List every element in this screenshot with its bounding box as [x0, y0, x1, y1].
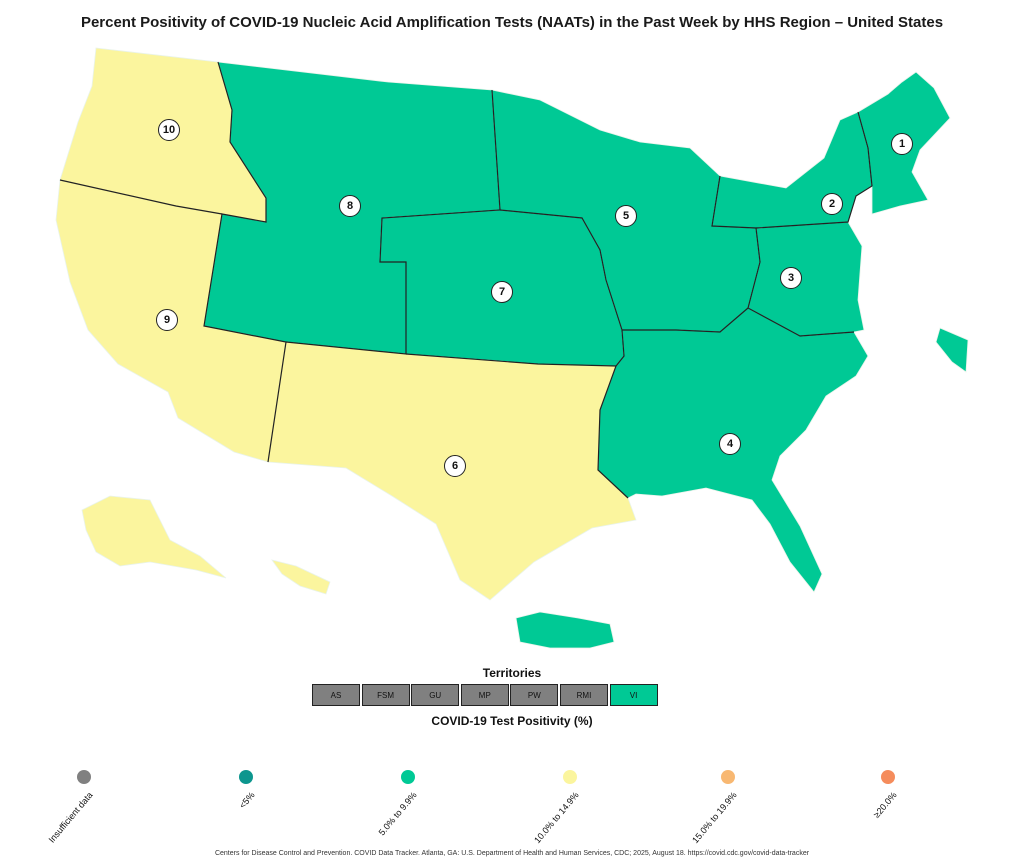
territory-mp[interactable]: MP: [460, 684, 509, 706]
region-6-label[interactable]: 6: [444, 455, 466, 477]
legend-title: COVID-19 Test Positivity (%): [431, 714, 593, 728]
legend-item: 5.0% to 9.9%: [377, 770, 419, 837]
map-title: Percent Positivity of COVID-19 Nucleic A…: [80, 14, 944, 31]
citation: Centers for Disease Control and Preventi…: [214, 850, 810, 857]
hawaii-shape: [271, 559, 331, 595]
region-border-6-4: [597, 365, 629, 499]
region-border-west: [203, 61, 287, 463]
region-3-label[interactable]: 3: [780, 267, 802, 289]
region-2-label[interactable]: 2: [821, 193, 843, 215]
territories-title: Territories: [482, 666, 542, 680]
legend-item: ≥20.0%: [871, 770, 899, 820]
territory-rmi[interactable]: RMI: [559, 684, 608, 706]
region-10-label[interactable]: 10: [158, 119, 180, 141]
region-7-label[interactable]: 7: [491, 281, 513, 303]
legend-item: 15.0% to 19.9%: [690, 770, 739, 845]
legend-swatch: [881, 770, 895, 784]
puerto-rico-shape: [515, 611, 615, 649]
region-9-label[interactable]: 9: [156, 309, 178, 331]
region-4-label[interactable]: 4: [719, 433, 741, 455]
region-1-label[interactable]: 1: [891, 133, 913, 155]
legend-swatch: [563, 770, 577, 784]
legend-item: <5%: [237, 770, 257, 810]
region-border-3-4: [747, 307, 855, 337]
territory-pw[interactable]: PW: [510, 684, 559, 706]
territory-gu[interactable]: GU: [411, 684, 460, 706]
region-border-9-10: [59, 179, 223, 215]
alaska-shape: [81, 495, 227, 579]
legend-item: 10.0% to 14.9%: [532, 770, 581, 845]
territory-fsm[interactable]: FSM: [361, 684, 410, 706]
legend-swatch: [721, 770, 735, 784]
virgin-islands-inset: [935, 327, 969, 373]
territory-as[interactable]: AS: [312, 684, 360, 706]
legend-swatch: [239, 770, 253, 784]
legend-item: Insufficient data: [47, 770, 95, 845]
territory-vi[interactable]: VI: [609, 684, 658, 706]
legend-swatch: [401, 770, 415, 784]
legend-swatch: [77, 770, 91, 784]
region-8-label[interactable]: 8: [339, 195, 361, 217]
region-border-5: [622, 175, 761, 333]
region-2-shape: [711, 111, 873, 229]
territories-bar: AS FSM GU MP PW RMI VI: [312, 684, 659, 706]
region-5-label[interactable]: 5: [615, 205, 637, 227]
region-border-2: [755, 111, 873, 229]
